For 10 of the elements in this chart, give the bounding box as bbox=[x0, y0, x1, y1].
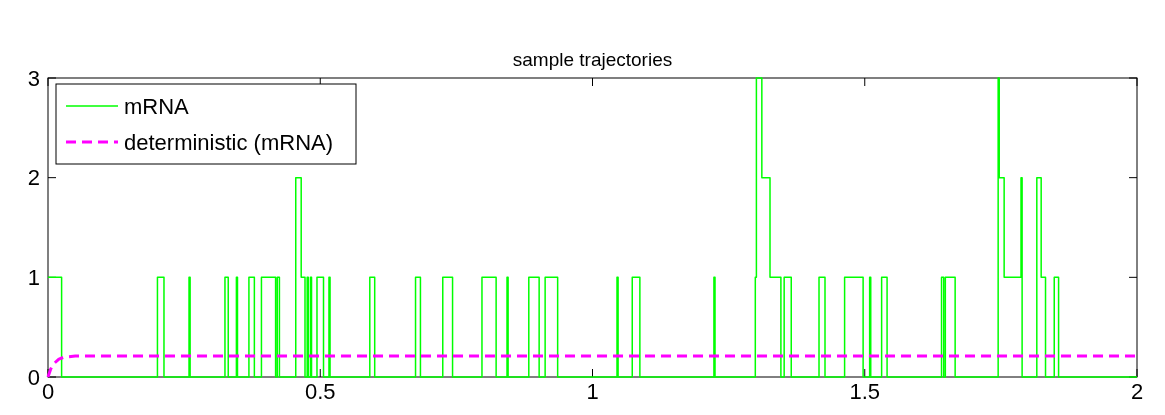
x-tick-label: 2 bbox=[1130, 379, 1144, 404]
legend-label: mRNA bbox=[124, 93, 190, 119]
chart-title: sample trajectories bbox=[512, 49, 673, 70]
y-tick-label: 2 bbox=[27, 165, 40, 191]
legend-label: deterministic (mRNA) bbox=[124, 129, 334, 155]
y-tick-label: 1 bbox=[27, 265, 40, 291]
x-tick-label: 1 bbox=[586, 379, 599, 404]
x-tick-label: 1.5 bbox=[849, 379, 881, 404]
x-tick-label: 0.5 bbox=[304, 379, 336, 404]
y-tick-label: 3 bbox=[27, 65, 40, 91]
